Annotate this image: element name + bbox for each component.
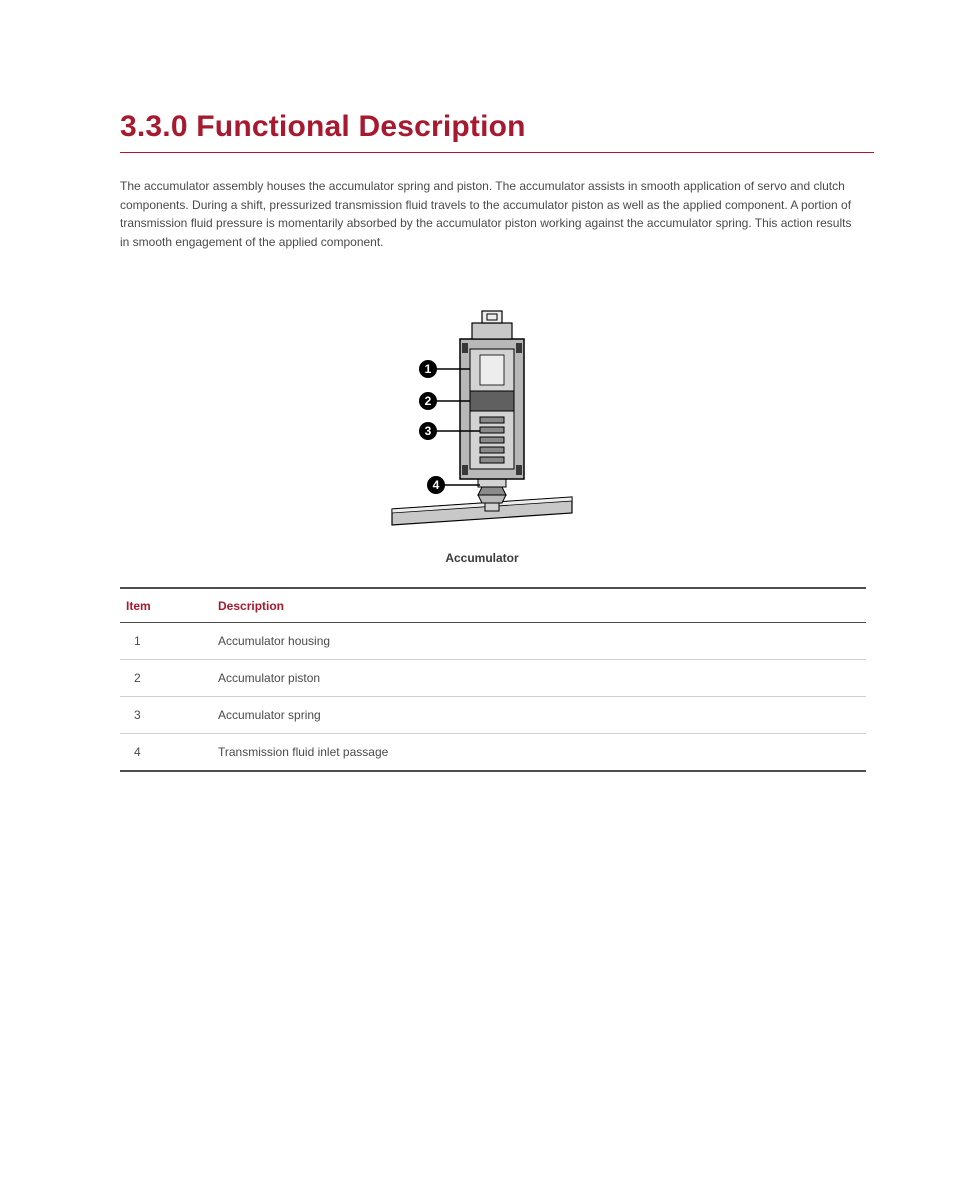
table-row: 4 Transmission fluid inlet passage: [120, 734, 866, 772]
figure-accumulator: 1 2 3 4 Accumulator: [352, 299, 612, 565]
accumulator-piston: [470, 391, 514, 411]
cell-desc: Transmission fluid inlet passage: [212, 734, 866, 772]
accumulator-diagram: 1 2 3 4: [362, 299, 602, 539]
page: 3.3.0 Functional Description The accumul…: [0, 0, 954, 1179]
cell-desc: Accumulator piston: [212, 660, 866, 697]
intro-paragraph: The accumulator assembly houses the accu…: [120, 177, 860, 251]
section-title: Functional Description: [196, 110, 525, 143]
table-header-row: Item Description: [120, 588, 866, 623]
table-row: 1 Accumulator housing: [120, 623, 866, 660]
callout-2-label: 2: [425, 394, 432, 408]
table-row: 3 Accumulator spring: [120, 697, 866, 734]
callout-3-label: 3: [425, 424, 432, 438]
callout-2: 2: [419, 392, 437, 410]
callout-3: 3: [419, 422, 437, 440]
cell-desc: Accumulator spring: [212, 697, 866, 734]
cell-item: 1: [120, 623, 212, 660]
callout-1: 1: [419, 360, 437, 378]
col-header-desc: Description: [212, 588, 866, 623]
top-cap: [472, 311, 512, 339]
cell-item: 4: [120, 734, 212, 772]
section-number: 3.3.0: [120, 110, 188, 143]
upper-chamber: [480, 355, 504, 385]
callout-4-label: 4: [433, 478, 440, 492]
col-header-item: Item: [120, 588, 212, 623]
figure-caption: Accumulator: [352, 551, 612, 565]
cell-desc: Accumulator housing: [212, 623, 866, 660]
table-row: 2 Accumulator piston: [120, 660, 866, 697]
description-table: Item Description 1 Accumulator housing 2…: [120, 587, 866, 772]
callout-1-label: 1: [425, 362, 432, 376]
section-heading: 3.3.0 Functional Description: [120, 110, 874, 144]
callout-4: 4: [427, 476, 445, 494]
cell-item: 2: [120, 660, 212, 697]
title-rule: [120, 152, 874, 153]
cell-item: 3: [120, 697, 212, 734]
